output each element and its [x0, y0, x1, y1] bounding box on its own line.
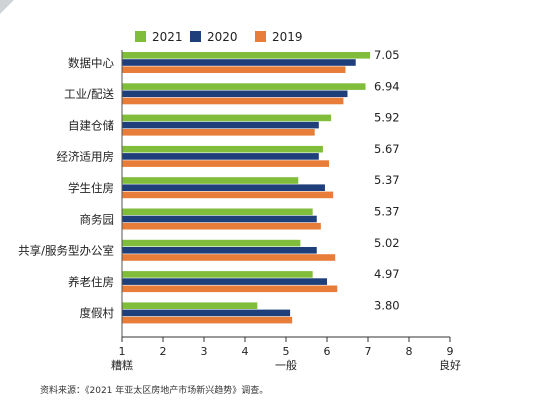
legend-label-2019: 2019 [272, 30, 303, 44]
value-label: 6.94 [374, 79, 400, 93]
bar-2019-2 [122, 129, 315, 136]
category-label: 共享/服务型办公室 [18, 244, 114, 258]
value-label: 5.67 [374, 142, 400, 156]
bar-2021-1 [122, 83, 366, 90]
value-label: 3.80 [374, 298, 400, 312]
value-label: 5.37 [374, 173, 400, 187]
bar-2020-1 [122, 90, 348, 98]
category-label: 学生住房 [68, 181, 114, 195]
x-tick-label: 9 [447, 345, 454, 358]
value-label: 4.97 [374, 267, 400, 281]
bar-2021-7 [122, 271, 313, 278]
bar-2020-0 [122, 59, 356, 66]
bar-2020-3 [122, 153, 319, 160]
bar-2020-2 [122, 121, 319, 129]
category-label: 养老住房 [68, 275, 114, 289]
bar-2019-3 [122, 160, 330, 167]
bar-2021-2 [122, 114, 332, 122]
bar-2019-5 [122, 222, 321, 230]
value-label: 5.92 [374, 111, 400, 125]
value-label: 7.05 [374, 48, 400, 62]
legend-label-2021: 2021 [152, 30, 183, 44]
source-note: 资料来源：《2021 年亚太区房地产市场新兴趋势》调查。 [40, 386, 269, 396]
bar-2021-6 [122, 239, 301, 247]
value-label: 5.37 [374, 205, 400, 219]
bar-2020-5 [122, 215, 317, 223]
bar-2020-6 [122, 247, 317, 254]
legend-label-2020: 2020 [207, 30, 238, 44]
x-mid-label: 一般 [275, 359, 297, 372]
x-low-label: 糟糕 [111, 358, 133, 372]
bar-2021-4 [122, 177, 299, 184]
bar-2019-1 [122, 97, 344, 105]
category-label: 度假村 [80, 306, 115, 320]
bar-2021-0 [122, 52, 371, 59]
category-label: 经济适用房 [57, 150, 115, 164]
x-tick-label: 1 [119, 345, 126, 358]
category-label: 自建仓储 [68, 118, 114, 132]
x-tick-label: 7 [365, 345, 372, 358]
x-tick-label: 6 [324, 345, 331, 358]
category-label: 工业/配送 [64, 87, 114, 101]
bar-2019-0 [122, 66, 346, 73]
bar-2019-8 [122, 316, 293, 324]
bar-2019-7 [122, 285, 338, 293]
x-high-label: 良好 [439, 358, 461, 372]
x-tick-label: 2 [160, 345, 167, 358]
bar-2020-8 [122, 309, 291, 317]
category-label: 商务园 [80, 212, 115, 226]
x-tick-label: 3 [201, 345, 208, 358]
x-tick-label: 8 [406, 345, 413, 358]
legend-swatch-2021 [135, 31, 146, 42]
x-tick-label: 5 [283, 345, 290, 358]
bar-2020-7 [122, 278, 327, 285]
bar-2021-3 [122, 145, 323, 153]
legend-swatch-2019 [255, 31, 266, 42]
legend-swatch-2020 [190, 31, 201, 42]
bar-2020-4 [122, 184, 325, 191]
value-label: 5.02 [374, 236, 400, 250]
corner-mark [0, 0, 14, 14]
bar-2019-4 [122, 191, 334, 199]
category-label: 数据中心 [68, 56, 114, 70]
x-tick-label: 4 [242, 345, 249, 358]
bar-2021-8 [122, 302, 258, 309]
bar-2019-6 [122, 254, 336, 261]
bar-2021-5 [122, 208, 313, 216]
